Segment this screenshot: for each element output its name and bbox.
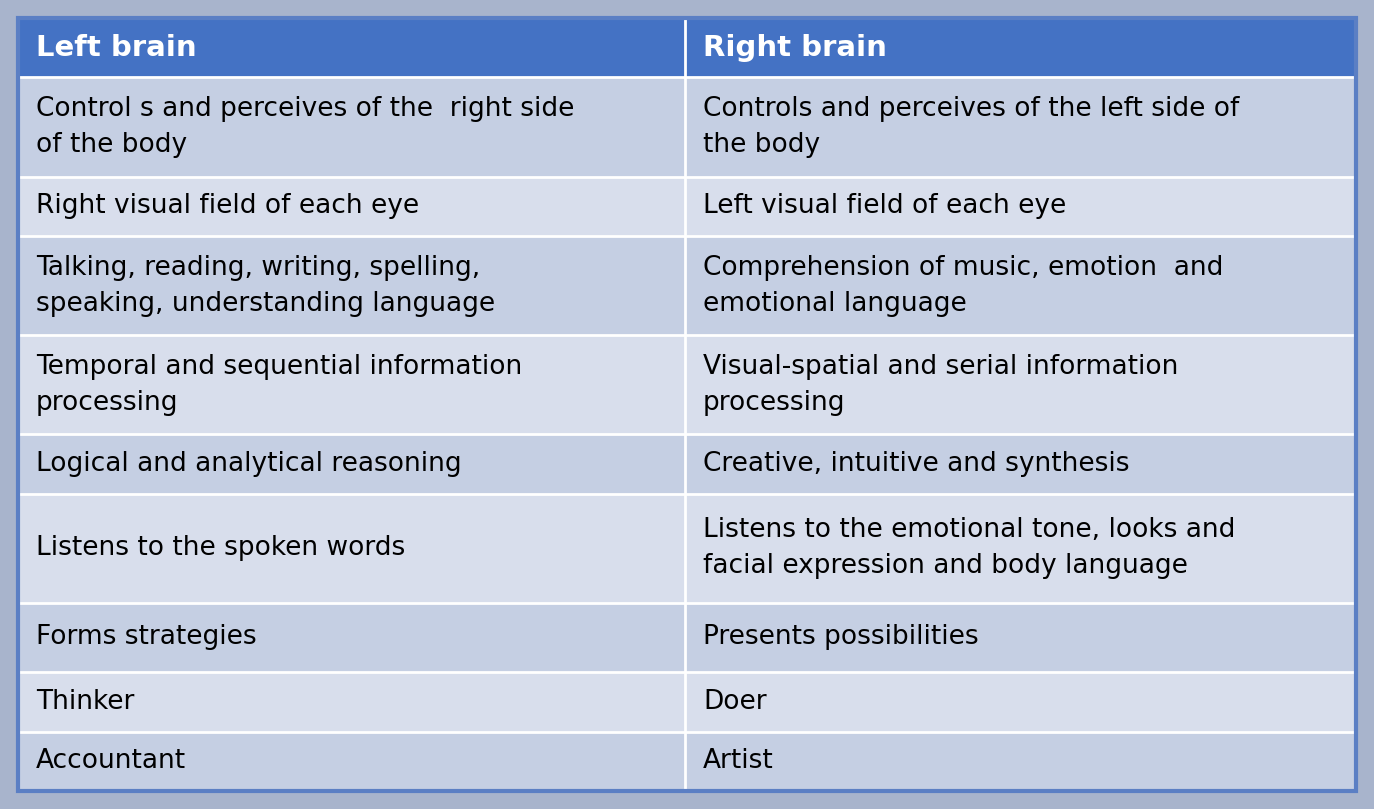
Bar bbox=[686, 493, 1356, 603]
Text: Creative, intuitive and synthesis: Creative, intuitive and synthesis bbox=[703, 451, 1129, 477]
Text: Right brain: Right brain bbox=[703, 34, 886, 61]
Text: Right visual field of each eye: Right visual field of each eye bbox=[36, 193, 419, 219]
Bar bbox=[686, 335, 1356, 434]
Text: Visual-spatial and serial information
processing: Visual-spatial and serial information pr… bbox=[703, 354, 1179, 416]
Bar bbox=[686, 78, 1356, 176]
Text: Artist: Artist bbox=[703, 748, 774, 774]
Text: Presents possibilities: Presents possibilities bbox=[703, 625, 978, 650]
Text: Listens to the spoken words: Listens to the spoken words bbox=[36, 536, 405, 561]
Text: Thinker: Thinker bbox=[36, 688, 135, 715]
Bar bbox=[18, 603, 686, 672]
Bar bbox=[18, 78, 686, 176]
Bar bbox=[18, 176, 686, 236]
Bar bbox=[18, 434, 686, 493]
Text: Temporal and sequential information
processing: Temporal and sequential information proc… bbox=[36, 354, 522, 416]
Text: Doer: Doer bbox=[703, 688, 767, 715]
Bar bbox=[686, 603, 1356, 672]
Text: Left brain: Left brain bbox=[36, 34, 196, 61]
Text: Comprehension of music, emotion  and
emotional language: Comprehension of music, emotion and emot… bbox=[703, 255, 1223, 316]
Bar bbox=[18, 236, 686, 335]
Bar bbox=[18, 335, 686, 434]
Text: Talking, reading, writing, spelling,
speaking, understanding language: Talking, reading, writing, spelling, spe… bbox=[36, 255, 495, 316]
Bar bbox=[18, 672, 686, 731]
Text: Forms strategies: Forms strategies bbox=[36, 625, 257, 650]
Text: Listens to the emotional tone, looks and
facial expression and body language: Listens to the emotional tone, looks and… bbox=[703, 517, 1235, 579]
Text: Controls and perceives of the left side of
the body: Controls and perceives of the left side … bbox=[703, 96, 1239, 158]
Text: Logical and analytical reasoning: Logical and analytical reasoning bbox=[36, 451, 462, 477]
Bar bbox=[686, 236, 1356, 335]
Bar bbox=[686, 672, 1356, 731]
Bar bbox=[18, 731, 686, 791]
Text: Left visual field of each eye: Left visual field of each eye bbox=[703, 193, 1066, 219]
Bar bbox=[686, 434, 1356, 493]
Bar bbox=[18, 18, 1356, 78]
Bar bbox=[686, 731, 1356, 791]
Bar bbox=[686, 176, 1356, 236]
Text: Accountant: Accountant bbox=[36, 748, 185, 774]
Bar bbox=[18, 493, 686, 603]
Text: Control s and perceives of the  right side
of the body: Control s and perceives of the right sid… bbox=[36, 96, 574, 158]
